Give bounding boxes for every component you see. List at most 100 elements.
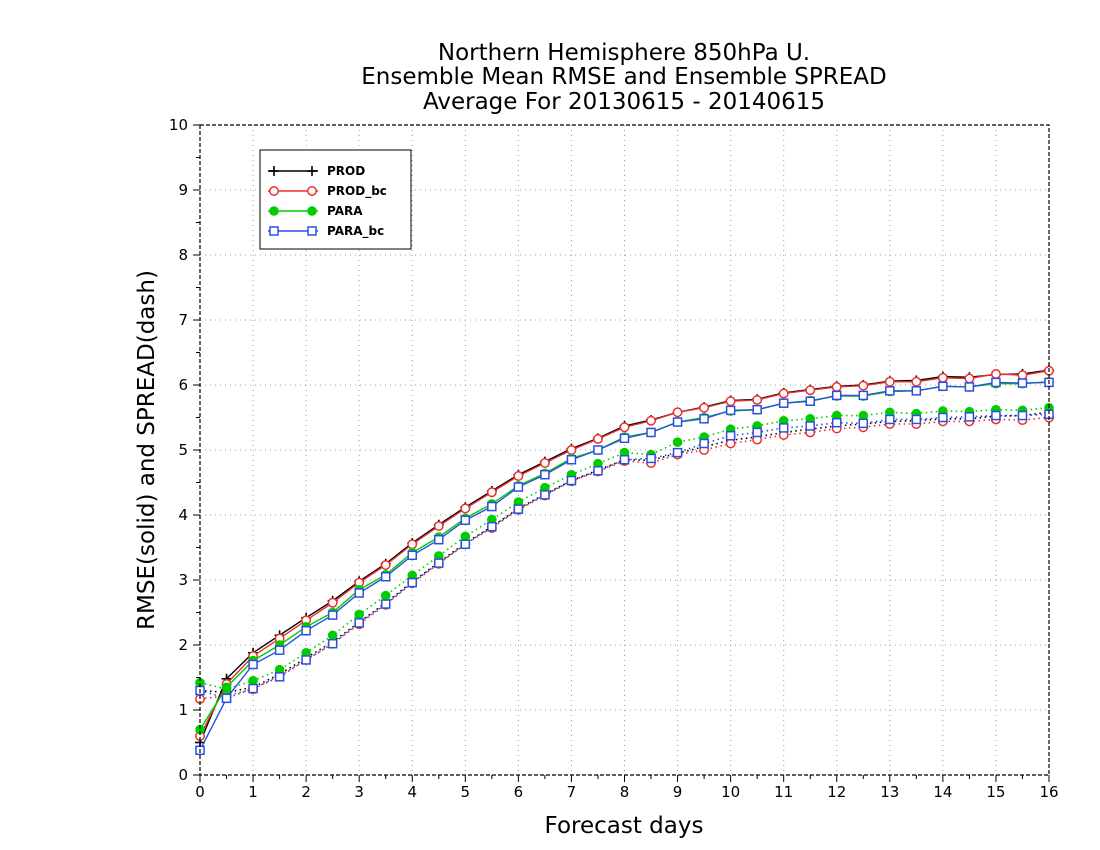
data-point: [407, 577, 417, 588]
data-point: [778, 388, 789, 399]
legend-item: PARA: [268, 204, 363, 218]
series-6-dotted: [195, 402, 1054, 695]
x-tick-label: 10: [721, 783, 740, 801]
legend: PROD PROD_bc PARA PARA_bc: [259, 149, 412, 250]
y-axis-title: RMSE(solid) and SPREAD(dash): [134, 270, 160, 630]
y-tick-label: 9: [178, 181, 188, 199]
data-point: [672, 407, 683, 418]
legend-marker: [269, 186, 279, 196]
x-tick-label: 15: [986, 783, 1005, 801]
data-point: [566, 455, 577, 465]
data-point: [885, 386, 895, 396]
legend-marker: [307, 206, 317, 216]
chart-title-line-2: Ensemble Mean RMSE and Ensemble SPREAD: [361, 64, 886, 90]
y-tick-label: 3: [178, 571, 188, 589]
data-point: [672, 447, 683, 458]
data-point: [964, 382, 975, 392]
x-tick-label: 0: [195, 783, 205, 801]
chart-title-line-1: Northern Hemisphere 850hPa U.: [438, 40, 810, 66]
data-point: [911, 386, 922, 396]
data-point: [354, 618, 364, 628]
data-point: [486, 487, 497, 498]
data-point: [805, 396, 815, 406]
legend-label: PARA: [327, 204, 363, 218]
data-point: [566, 445, 577, 455]
x-tick-label: 14: [933, 783, 952, 801]
data-point: [752, 427, 762, 438]
x-tick-label: 7: [567, 783, 577, 801]
x-tick-label: 4: [407, 783, 417, 801]
data-point: [434, 558, 444, 568]
data-point: [778, 398, 789, 408]
data-point: [433, 521, 444, 531]
data-point: [752, 404, 762, 415]
data-point: [938, 381, 948, 392]
data-point: [407, 550, 417, 561]
data-point: [248, 683, 258, 694]
legend-label: PARA_bc: [327, 224, 384, 239]
chart-title-line-3: Average For 20130615 - 20140615: [423, 89, 825, 115]
data-point: [725, 430, 736, 441]
legend-marker: [307, 186, 317, 196]
legend-label: PROD_bc: [327, 184, 387, 199]
x-tick-label: 1: [248, 783, 258, 801]
x-tick-label: 16: [1039, 783, 1058, 801]
data-point: [725, 396, 736, 407]
x-tick-label: 9: [673, 783, 683, 801]
data-point: [221, 682, 232, 693]
y-tick-label: 6: [178, 376, 188, 394]
data-point: [327, 610, 338, 620]
data-point: [832, 390, 842, 401]
legend-marker: [307, 166, 317, 176]
data-point: [274, 645, 285, 655]
data-point: [513, 504, 524, 514]
data-point: [327, 630, 338, 641]
data-point: [460, 531, 471, 542]
y-tick-label: 2: [178, 636, 188, 654]
data-point: [539, 458, 550, 468]
data-point: [407, 539, 418, 550]
data-point: [619, 422, 630, 433]
data-point: [513, 482, 524, 492]
y-tick-label: 5: [178, 441, 188, 459]
data-point: [858, 380, 869, 391]
data-point: [354, 588, 364, 598]
data-point: [1017, 410, 1028, 421]
data-point: [805, 385, 816, 396]
data-point: [1017, 378, 1028, 388]
y-tick-label: 0: [178, 766, 188, 784]
data-point: [990, 369, 1001, 379]
data-point: [725, 438, 736, 449]
series-group: [195, 365, 1054, 756]
data-point: [937, 372, 948, 383]
data-point: [672, 417, 683, 427]
data-point: [752, 395, 763, 405]
data-point: [911, 414, 922, 425]
data-point: [778, 423, 789, 433]
data-point: [991, 410, 1001, 421]
data-point: [699, 438, 709, 449]
series-7-dotted: [195, 409, 1054, 704]
data-point: [327, 597, 338, 608]
data-point: [301, 625, 311, 636]
data-point: [301, 655, 311, 665]
x-tick-label: 12: [827, 783, 846, 801]
x-tick-label: 11: [774, 783, 793, 801]
y-tick-label: 8: [178, 246, 188, 264]
data-point: [619, 433, 630, 444]
data-point: [699, 402, 710, 413]
data-point: [832, 417, 842, 428]
legend-marker: [269, 206, 279, 216]
x-tick-label: 13: [880, 783, 899, 801]
x-tick-label: 5: [461, 783, 471, 801]
legend-item: PARA_bc: [268, 224, 384, 239]
data-point: [487, 501, 497, 512]
legend-marker: [269, 226, 279, 236]
x-axis-title: Forecast days: [545, 813, 704, 839]
data-point: [460, 503, 471, 514]
data-point: [566, 475, 577, 486]
data-point: [858, 390, 869, 401]
series-3-solid: [195, 377, 1054, 756]
